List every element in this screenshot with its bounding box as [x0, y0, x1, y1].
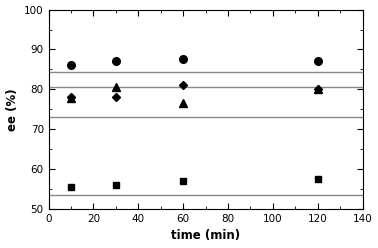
X-axis label: time (min): time (min): [171, 229, 240, 243]
Y-axis label: ee (%): ee (%): [6, 88, 19, 131]
